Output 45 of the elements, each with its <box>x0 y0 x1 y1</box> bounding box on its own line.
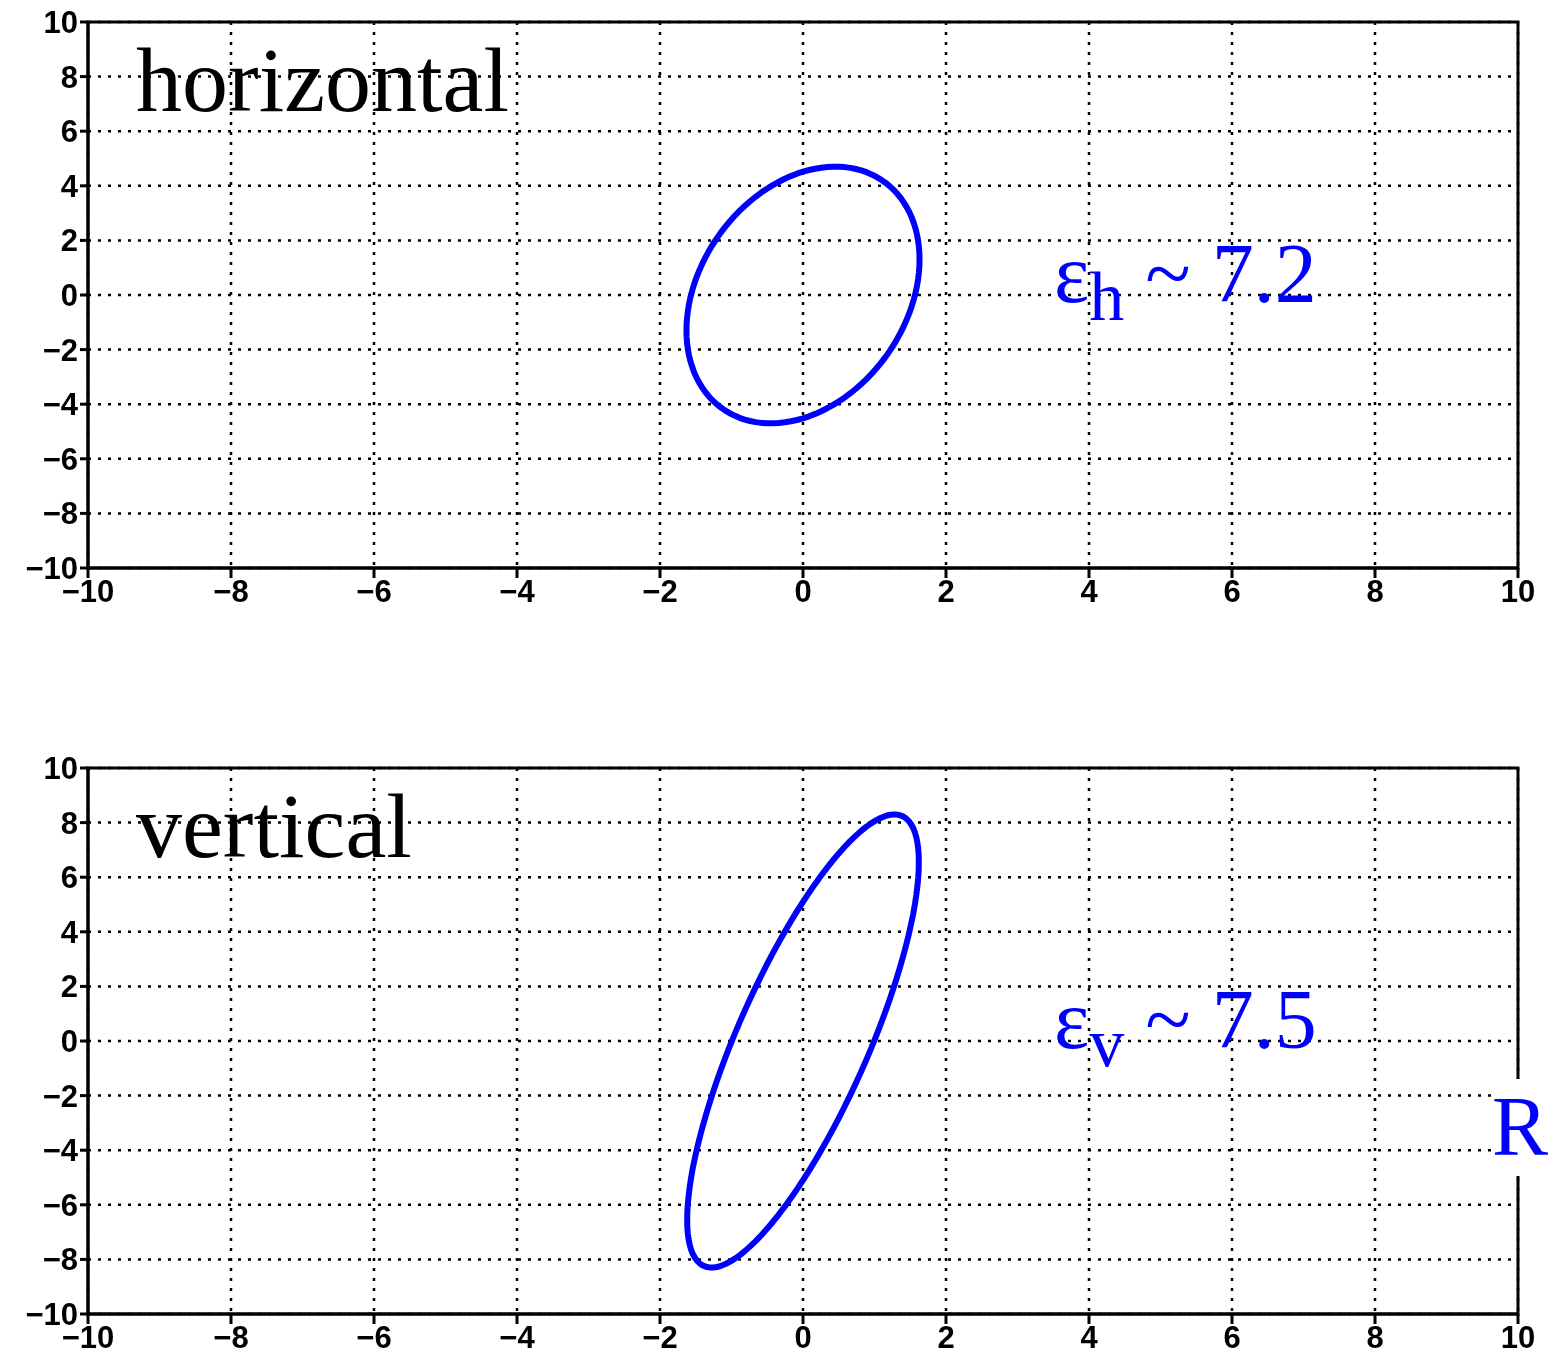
x-tick-label: 4 <box>1080 1320 1099 1356</box>
x-tick-label: −2 <box>642 1320 678 1356</box>
y-tick-label: −4 <box>42 387 79 423</box>
y-tick-label: 10 <box>43 5 78 41</box>
y-tick-label: −2 <box>42 1078 78 1114</box>
annotation: ε$_{h}$ ~ 7.2 <box>1054 226 1317 337</box>
x-tick-label: 0 <box>794 574 812 610</box>
y-tick-label: 10 <box>43 751 78 787</box>
y-tick-label: 6 <box>60 860 78 896</box>
y-tick-label: 2 <box>60 223 78 259</box>
y-tick-label: 0 <box>60 1024 78 1060</box>
x-tick-label: −2 <box>642 574 678 610</box>
x-tick-label: 2 <box>937 574 955 610</box>
x-tick-label: 6 <box>1223 1320 1241 1356</box>
y-tick-label: 4 <box>60 914 79 950</box>
x-tick-label: −8 <box>213 574 249 610</box>
y-tick-label: −2 <box>42 332 78 368</box>
y-tick-label: −8 <box>42 496 78 532</box>
annotation: horizontal <box>136 28 509 133</box>
x-tick-label: 0 <box>794 1320 812 1356</box>
y-tick-label: −4 <box>42 1133 79 1169</box>
x-tick-label: 6 <box>1223 574 1241 610</box>
y-tick-label: −6 <box>42 441 78 477</box>
x-tick-label: −6 <box>356 574 392 610</box>
y-tick-label: 6 <box>60 114 78 150</box>
x-tick-label: 8 <box>1366 574 1384 610</box>
y-tick-label: −8 <box>42 1242 78 1278</box>
y-tick-label: 0 <box>60 278 78 314</box>
x-tick-label: −6 <box>356 1320 392 1356</box>
y-tick-label: 2 <box>60 969 78 1005</box>
x-tick-label: 8 <box>1366 1320 1384 1356</box>
annotation: ε$_{v}$ ~ 7.5 <box>1054 972 1317 1083</box>
y-tick-label: 8 <box>60 59 78 95</box>
x-tick-label: −8 <box>213 1320 249 1356</box>
x-tick-label: 10 <box>1500 574 1536 610</box>
x-tick-label: −4 <box>499 1320 536 1356</box>
y-tick-label: 8 <box>60 805 78 841</box>
x-tick-label: 10 <box>1500 1320 1536 1356</box>
y-tick-label: 4 <box>60 168 79 204</box>
annotation: vertical <box>136 774 412 879</box>
annotation: R <box>1492 1079 1549 1176</box>
x-tick-label: 2 <box>937 1320 955 1356</box>
x-tick-label: 4 <box>1080 574 1099 610</box>
y-tick-label: −6 <box>42 1187 78 1223</box>
x-tick-label: −4 <box>499 574 536 610</box>
